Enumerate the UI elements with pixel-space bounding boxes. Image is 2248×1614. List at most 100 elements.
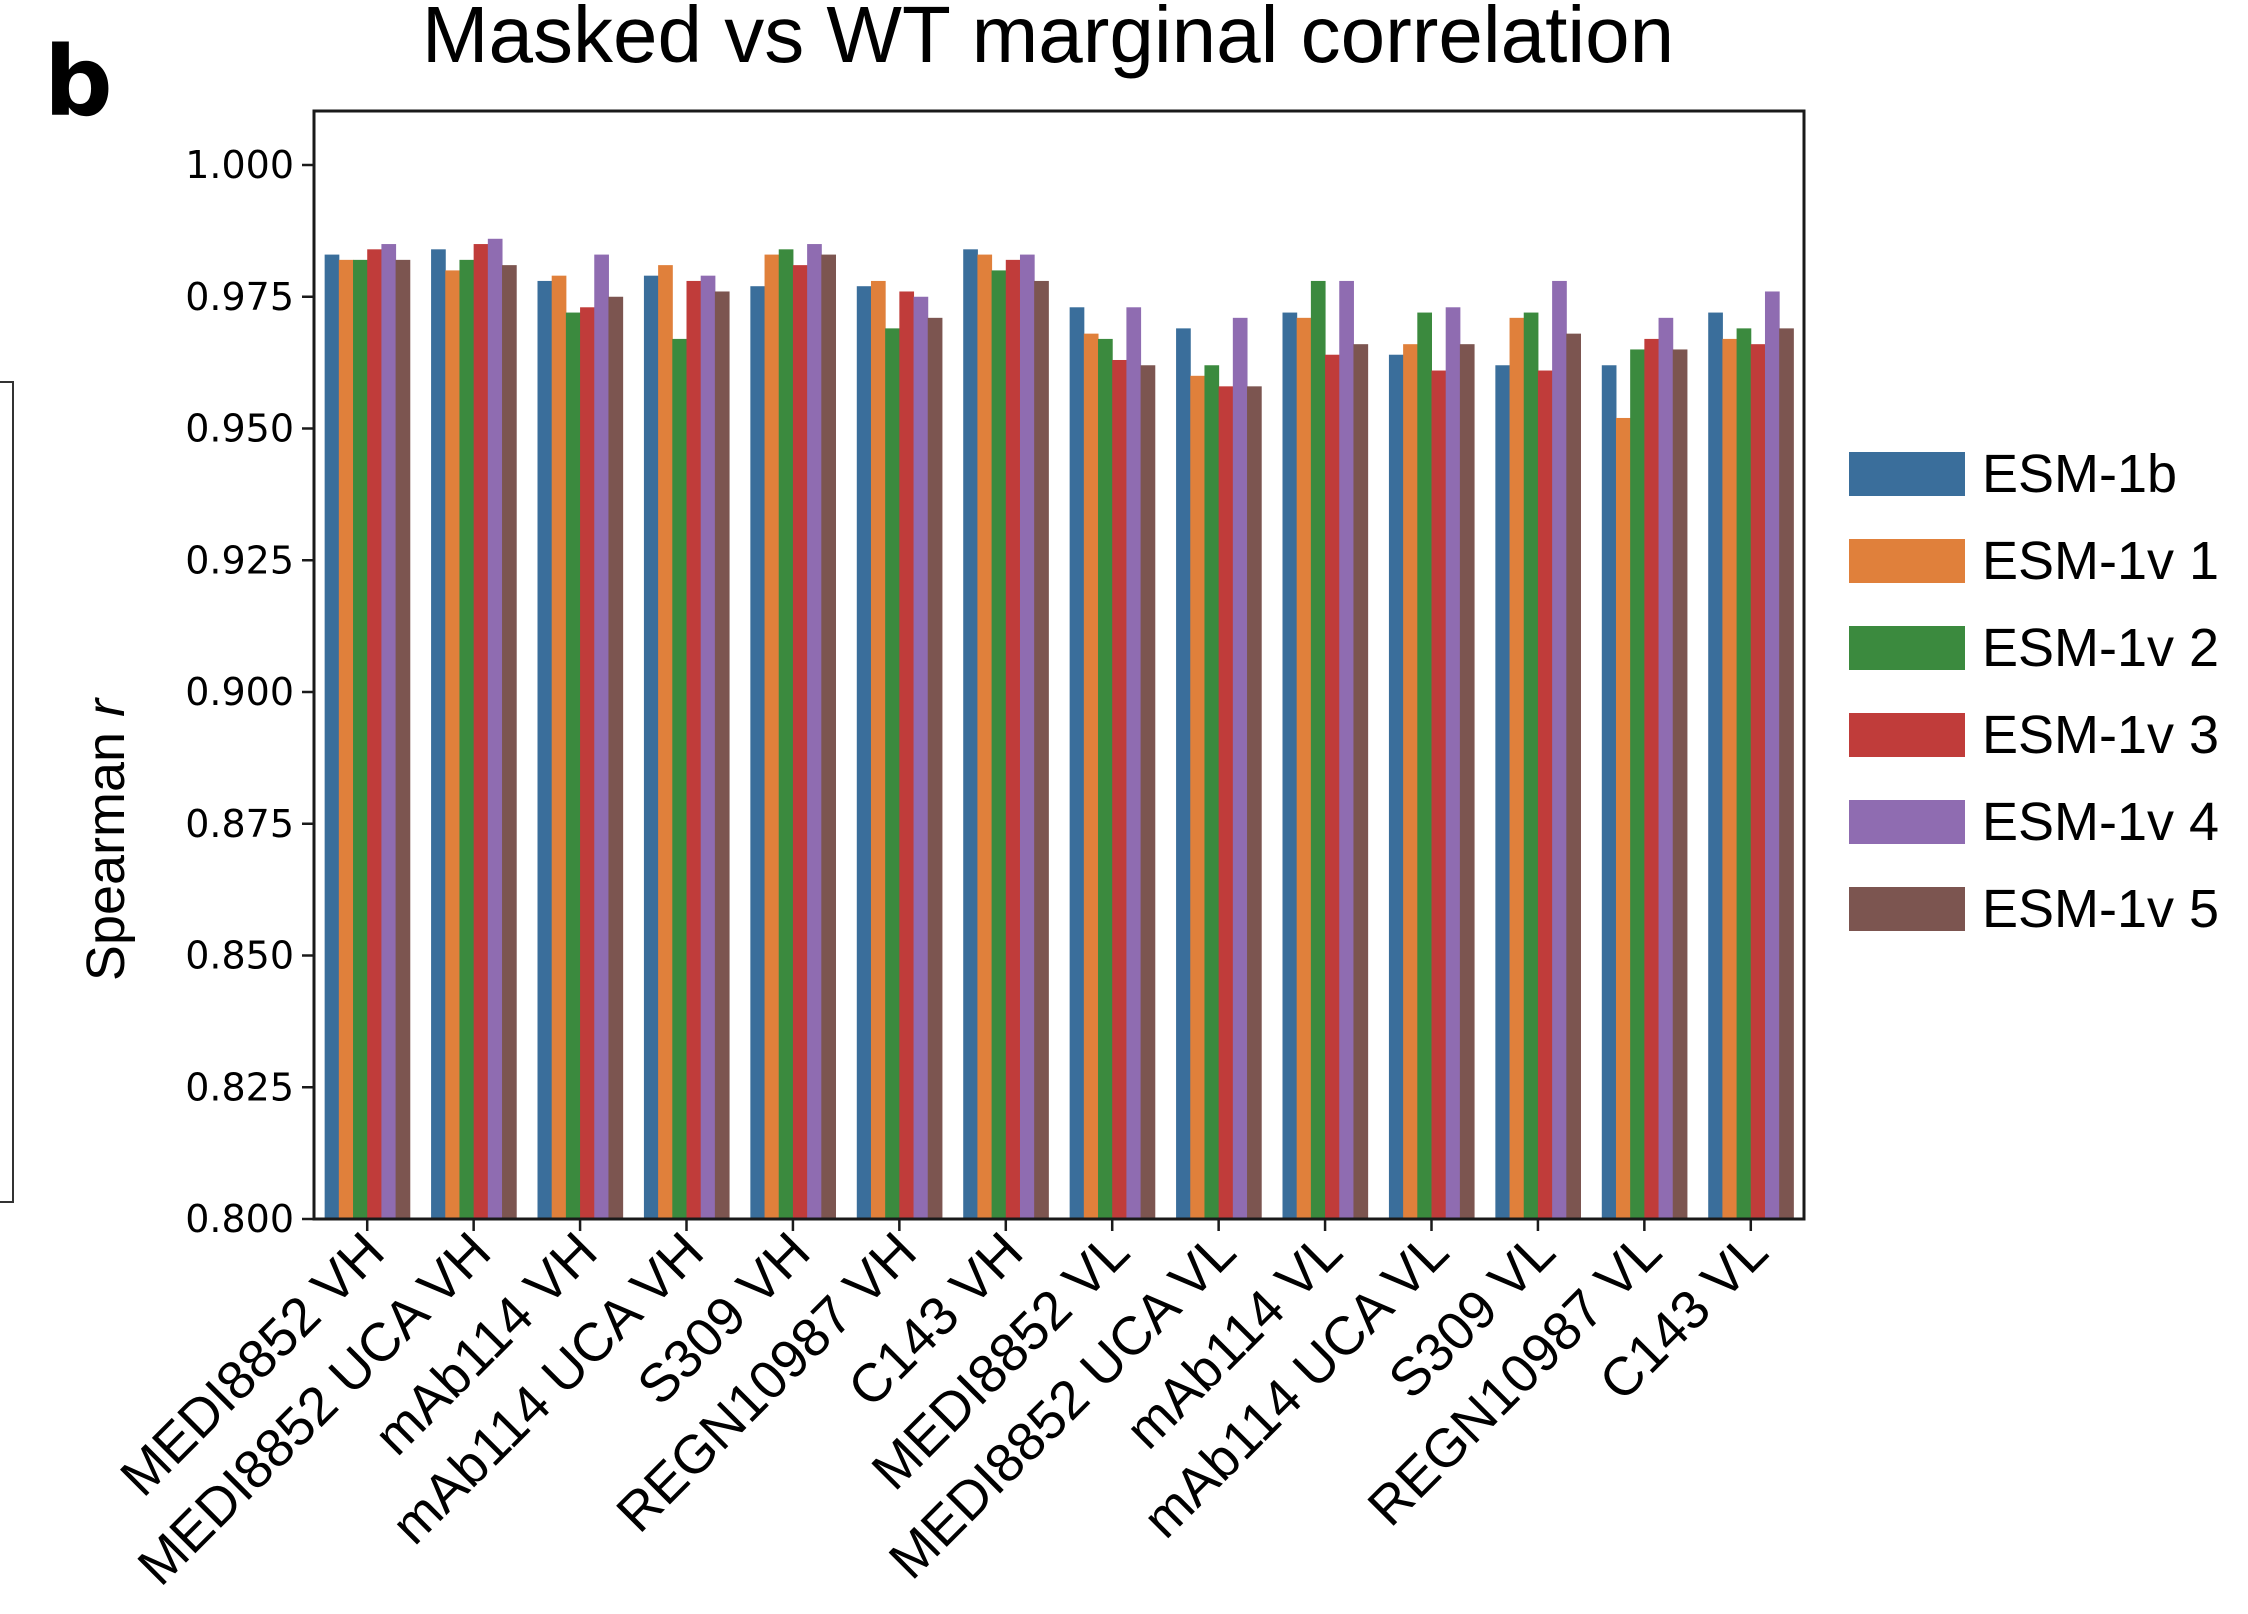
bar xyxy=(353,259,368,1219)
y-tick-label: 0.850 xyxy=(185,934,294,978)
bar xyxy=(1552,280,1567,1219)
panel-label: b xyxy=(44,26,113,138)
bar xyxy=(1537,370,1553,1219)
legend-label: ESM-1v 4 xyxy=(1982,792,2219,852)
y-axis: 0.800 0.825 0.850 0.875 0.900 0.925 0.950 0.975… xyxy=(185,143,314,1241)
bar xyxy=(1339,280,1354,1219)
bar xyxy=(1126,307,1142,1219)
bar xyxy=(1764,291,1780,1220)
adjacent-panel-frame xyxy=(0,381,14,1203)
bar xyxy=(1176,328,1191,1219)
legend-label: ESM-1v 3 xyxy=(1982,705,2219,765)
bar xyxy=(1644,338,1660,1219)
bar xyxy=(367,249,382,1219)
legend-swatch xyxy=(1849,452,1965,496)
bar xyxy=(551,275,567,1219)
bar xyxy=(537,280,553,1219)
bar xyxy=(338,259,354,1219)
bar xyxy=(1034,280,1049,1219)
bar xyxy=(1325,354,1340,1220)
bar xyxy=(1218,386,1234,1220)
bar xyxy=(778,249,794,1219)
bar xyxy=(1722,338,1738,1219)
legend: ESM-1b ESM-1v 1 ESM-1v 2 ESM-1v 3 ESM-1v 4 ES… xyxy=(1849,444,2219,939)
legend-swatch xyxy=(1849,713,1965,757)
bar xyxy=(565,312,581,1219)
bars-group xyxy=(324,238,1794,1220)
y-tick-label: 1.000 xyxy=(185,143,294,187)
bar xyxy=(658,265,673,1219)
legend-swatch xyxy=(1849,800,1965,844)
bar xyxy=(927,317,943,1220)
bar xyxy=(807,244,822,1220)
bar xyxy=(608,296,624,1219)
bar xyxy=(473,244,489,1220)
bar xyxy=(686,280,702,1219)
bar xyxy=(1005,259,1021,1219)
bar xyxy=(459,259,475,1219)
bar xyxy=(324,254,340,1220)
y-tick-label: 0.925 xyxy=(185,538,294,582)
bar xyxy=(1672,349,1688,1219)
bar xyxy=(1495,365,1511,1219)
y-tick-label: 0.875 xyxy=(185,802,294,846)
y-tick-label: 0.900 xyxy=(185,670,294,714)
bar xyxy=(1019,254,1035,1220)
plot-frame xyxy=(312,109,1806,1221)
legend-label: ESM-1b xyxy=(1982,444,2177,504)
bar xyxy=(899,291,915,1220)
bar xyxy=(750,286,766,1220)
bar xyxy=(1282,312,1298,1219)
bar xyxy=(1296,317,1312,1220)
bar xyxy=(672,338,687,1219)
bar xyxy=(643,275,659,1219)
bar xyxy=(1601,365,1617,1219)
bar xyxy=(1098,338,1113,1219)
bar xyxy=(821,254,836,1220)
bar xyxy=(445,270,460,1219)
bar xyxy=(792,265,808,1219)
bar xyxy=(1615,417,1631,1220)
bar xyxy=(1232,317,1248,1220)
bar xyxy=(1112,359,1127,1219)
bar xyxy=(700,275,716,1219)
y-tick-label: 0.825 xyxy=(185,1065,294,1109)
bar xyxy=(1204,365,1220,1219)
bar xyxy=(502,265,517,1219)
bar xyxy=(1566,333,1581,1219)
bar xyxy=(1403,344,1418,1219)
bar xyxy=(1445,307,1461,1219)
bar xyxy=(913,296,929,1219)
legend-label: ESM-1v 5 xyxy=(1982,879,2219,939)
bar xyxy=(1736,328,1752,1219)
bar xyxy=(1459,344,1475,1219)
legend-label: ESM-1v 2 xyxy=(1982,618,2219,678)
legend-swatch xyxy=(1849,887,1965,931)
bar xyxy=(1353,344,1369,1219)
y-axis-title: Spearman r xyxy=(76,697,136,981)
bar xyxy=(1388,354,1404,1220)
bar xyxy=(580,307,595,1219)
y-tick-label: 0.800 xyxy=(185,1197,294,1241)
bar xyxy=(714,291,730,1220)
bar xyxy=(1310,280,1326,1219)
bar xyxy=(977,254,993,1220)
bar xyxy=(870,280,886,1219)
bar xyxy=(1417,312,1432,1219)
bar xyxy=(963,249,978,1219)
bar xyxy=(764,254,780,1220)
chart-title: Masked vs WT marginal correlation xyxy=(422,0,1674,79)
bar xyxy=(1069,307,1085,1219)
bar xyxy=(1190,375,1205,1219)
bar xyxy=(1708,312,1723,1219)
bar xyxy=(395,259,411,1219)
bar xyxy=(1658,317,1674,1220)
bar xyxy=(1523,312,1539,1219)
bar xyxy=(1140,365,1156,1219)
bar xyxy=(1750,344,1766,1219)
bar xyxy=(1509,317,1525,1220)
bar xyxy=(1247,386,1262,1220)
legend-label: ESM-1v 1 xyxy=(1982,531,2219,591)
